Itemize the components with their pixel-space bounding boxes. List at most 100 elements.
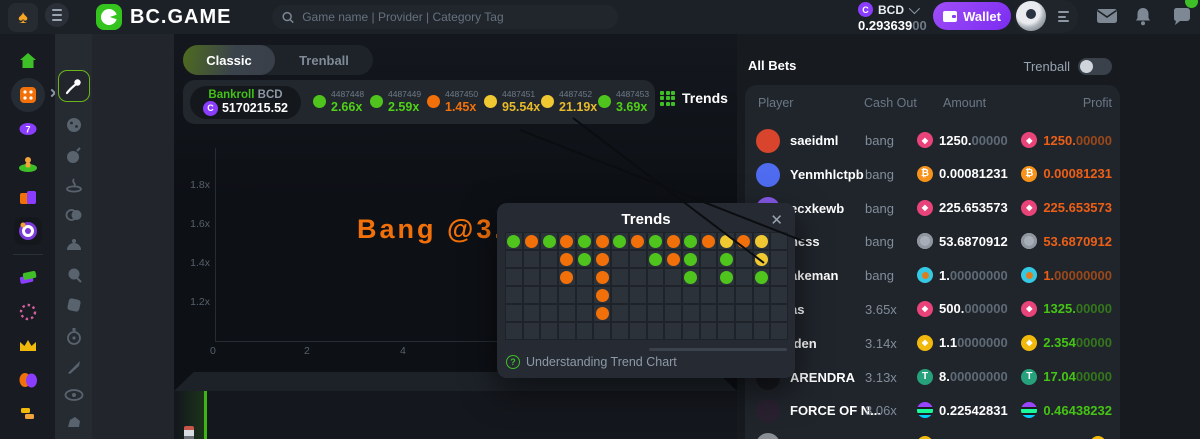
history-round[interactable]: 4487451 95.54x xyxy=(484,89,541,114)
bell-icon[interactable] xyxy=(1134,7,1152,26)
game-item-dice[interactable] xyxy=(65,296,83,314)
trend-dot-icon xyxy=(595,234,609,248)
game-item-crash[interactable] xyxy=(57,70,90,102)
bonus-dots-icon xyxy=(18,302,38,322)
history-round[interactable]: 4487450 1.45x xyxy=(427,89,484,114)
bet-row[interactable] xyxy=(745,428,1120,439)
all-bets-title: All Bets xyxy=(748,58,797,73)
trend-cell xyxy=(699,232,718,250)
sidebar-item-casino-dice[interactable] xyxy=(10,78,56,112)
game-item-plinko[interactable] xyxy=(65,266,83,284)
close-icon[interactable]: ✕ xyxy=(770,212,783,229)
sidebar-item-racing[interactable] xyxy=(11,261,45,295)
game-item-rock[interactable] xyxy=(65,414,83,430)
col-header-cashout: Cash Out xyxy=(864,96,917,110)
bet-row[interactable]: ecxkewb bang 225.653573 225.653573 xyxy=(745,192,1120,226)
bc-game-logo[interactable]: BC.GAME xyxy=(96,4,231,30)
chat-icon[interactable] xyxy=(1172,8,1192,26)
bet-row[interactable]: lden 3.14x 1.10000000 2.35400000 xyxy=(745,327,1120,361)
sidebar-item-sports[interactable]: 7 xyxy=(11,112,45,146)
sidebar-item-shop[interactable] xyxy=(11,180,45,214)
game-item-coinflip[interactable] xyxy=(65,206,83,224)
history-round[interactable]: 4487452 21.19x xyxy=(541,89,598,114)
mode-tabs: Classic Trenball xyxy=(183,45,373,75)
trends-button[interactable]: Trends xyxy=(660,90,728,106)
sidebar-item-bonus-dots[interactable] xyxy=(11,295,45,329)
trend-cell xyxy=(770,304,788,322)
trend-cell xyxy=(540,304,559,322)
bet-row[interactable]: ARENDRA 3.13x T 8.00000000 T 17.0400000 xyxy=(745,361,1120,395)
trend-cell xyxy=(752,250,771,268)
round-multiplier: 2.66x xyxy=(331,99,363,114)
trend-cell xyxy=(505,232,523,250)
rock-icon xyxy=(65,414,83,430)
game-item-knife[interactable] xyxy=(65,358,83,376)
sidebar-item-vip-crown[interactable] xyxy=(11,329,45,363)
wallet-button[interactable]: Wallet xyxy=(933,2,1011,30)
trend-help-link[interactable]: ? Understanding Trend Chart xyxy=(506,355,677,369)
trend-dot-icon xyxy=(684,252,698,266)
sidebar-item-party-masks[interactable] xyxy=(11,363,45,397)
game-item-mines[interactable] xyxy=(65,236,83,254)
all-bets-panel: All Bets Trenball Player Cash Out Amount… xyxy=(737,34,1200,439)
sidebar-item-spin-target[interactable] xyxy=(11,214,45,248)
player-avatar[interactable] xyxy=(756,162,780,187)
bet-row[interactable]: as3.65x500.0000001325.00000 xyxy=(745,293,1120,327)
history-round[interactable]: 4487453 3.69x xyxy=(598,89,655,114)
trx-coin-icon xyxy=(1021,300,1038,317)
history-round[interactable]: 4487449 2.59x xyxy=(370,89,427,114)
player-avatar[interactable] xyxy=(756,129,780,153)
avatar[interactable] xyxy=(1016,1,1046,31)
game-item-limbo[interactable] xyxy=(65,176,83,194)
trends-grid-icon xyxy=(660,90,675,106)
bet-row[interactable]: Yenmhlctpb bang ₿ 0.00081231 ₿ 0.00081231 xyxy=(745,158,1120,192)
game-item-bomb[interactable] xyxy=(65,146,83,164)
bc-game-logo-icon xyxy=(96,4,122,30)
trend-cell xyxy=(575,232,594,250)
sidebar-item-lottery[interactable] xyxy=(11,146,45,180)
home-icon xyxy=(18,51,38,71)
game-item-keno[interactable] xyxy=(65,326,83,346)
trend-cell xyxy=(540,250,559,268)
bet-row[interactable]: akeman bang 1.00000000 1.00000000 xyxy=(745,259,1120,293)
history-round[interactable]: 4487448 2.66x xyxy=(313,89,370,114)
trend-dot-icon xyxy=(666,252,680,266)
trend-cell xyxy=(628,268,647,286)
mail-icon[interactable] xyxy=(1096,8,1118,24)
bet-row[interactable]: ness bang 53.6870912 53.6870912 xyxy=(745,225,1120,259)
user-menu[interactable] xyxy=(1014,0,1078,33)
sidebar-item-rewards-coins[interactable] xyxy=(11,397,45,431)
cashout-value: 3.14x xyxy=(865,335,897,351)
trenball-toggle[interactable] xyxy=(1078,58,1112,75)
game-item-twist[interactable] xyxy=(65,116,83,134)
game-item-eye[interactable] xyxy=(64,388,84,402)
player-avatar[interactable] xyxy=(756,433,780,439)
game-search[interactable] xyxy=(272,5,618,29)
player-avatar[interactable] xyxy=(756,399,780,424)
silver-coin-icon xyxy=(1021,233,1038,250)
bet-row[interactable]: saeidml bang 1250.00000 1250.00000 xyxy=(745,124,1120,158)
trend-dot-icon xyxy=(595,270,609,284)
trend-cell xyxy=(752,232,771,250)
trend-cell xyxy=(734,268,753,286)
trend-grid-scrollbar[interactable] xyxy=(649,348,787,351)
amount-value: 500.000000 xyxy=(917,300,1008,317)
x-tick-label: 2 xyxy=(304,345,310,357)
currency-selector[interactable]: C BCD 0.29363900 xyxy=(858,2,927,33)
bankroll-pill: Bankroll BCD C 5170215.52 xyxy=(190,85,301,119)
trx-coin-icon xyxy=(917,132,933,148)
round-multiplier: 21.19x xyxy=(559,99,598,114)
bet-row[interactable]: FORCE OF N... 3.06x 0.22542831 0.46438232 xyxy=(745,394,1120,428)
tab-classic[interactable]: Classic xyxy=(183,45,275,75)
search-input[interactable] xyxy=(302,10,608,24)
spade-icon[interactable]: ♠ xyxy=(8,3,38,32)
vip-crown-icon xyxy=(18,337,38,355)
sidebar-toggle-icon[interactable] xyxy=(45,3,69,27)
trend-dot-icon xyxy=(737,234,751,248)
trend-cell xyxy=(681,322,700,340)
sidebar-item-home[interactable] xyxy=(11,44,45,78)
trend-cell xyxy=(752,268,771,286)
tab-trenball[interactable]: Trenball xyxy=(299,52,349,68)
amount-value: 1.10000000 xyxy=(917,334,1008,351)
